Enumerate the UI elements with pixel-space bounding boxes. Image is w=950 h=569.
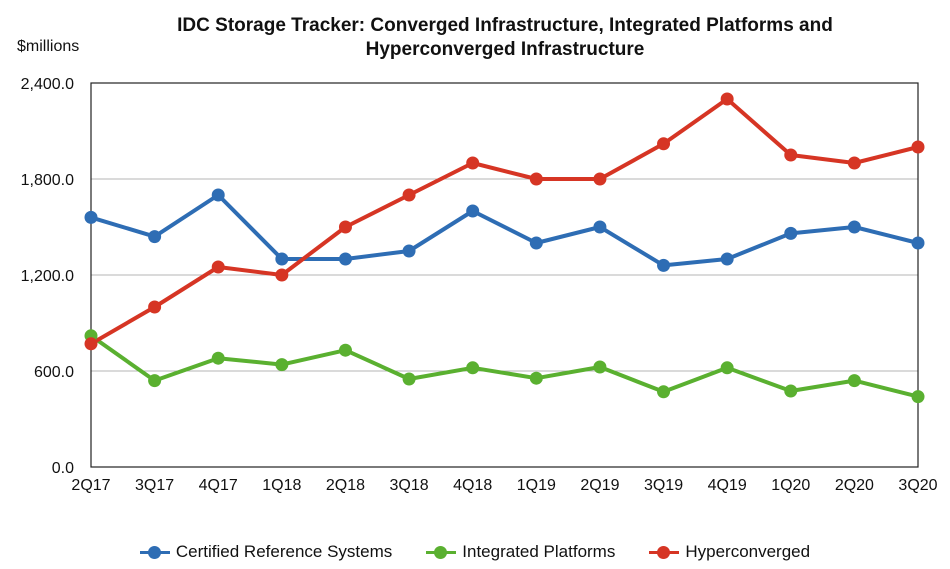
series-line <box>89 193 920 268</box>
x-tick-label: 2Q20 <box>835 477 874 494</box>
data-point <box>338 252 352 266</box>
x-tick-label: 4Q18 <box>453 477 492 494</box>
legend-label: Certified Reference Systems <box>175 542 393 561</box>
x-tick-label: 1Q20 <box>771 477 810 494</box>
data-point <box>211 260 225 274</box>
x-tick-label: 2Q18 <box>326 477 365 494</box>
data-point <box>148 230 162 244</box>
x-tick-label: 1Q18 <box>262 477 301 494</box>
data-point <box>211 351 225 365</box>
x-tick-label: 4Q17 <box>199 477 238 494</box>
data-point <box>148 374 162 388</box>
data-point <box>275 252 289 266</box>
data-point <box>529 236 543 250</box>
data-point <box>847 220 861 234</box>
data-point <box>784 226 798 240</box>
data-point <box>593 172 607 186</box>
x-tick-label: 3Q17 <box>135 477 174 494</box>
legend-marker <box>434 546 448 559</box>
data-point <box>720 92 734 106</box>
y-tick-label: 1,800.0 <box>21 172 74 189</box>
x-tick-label: 3Q20 <box>898 477 937 494</box>
data-point <box>911 140 925 154</box>
data-point <box>84 337 98 351</box>
legend-marker <box>147 546 161 559</box>
data-point <box>593 220 607 234</box>
legend-marker <box>657 546 671 559</box>
y-tick-label: 0.0 <box>52 460 74 477</box>
data-point <box>275 358 289 372</box>
data-point <box>720 252 734 266</box>
y-tick-label: 600.0 <box>34 364 74 381</box>
data-point <box>466 156 480 170</box>
data-point <box>720 361 734 375</box>
data-point <box>657 137 671 151</box>
data-point <box>847 374 861 388</box>
data-point <box>84 210 98 224</box>
data-point <box>529 371 543 385</box>
data-point <box>338 220 352 234</box>
x-tick-label: 1Q19 <box>517 477 556 494</box>
x-tick-label: 3Q19 <box>644 477 683 494</box>
data-point <box>784 148 798 162</box>
data-point <box>911 390 925 404</box>
data-point <box>402 244 416 258</box>
x-tick-label: 2Q19 <box>580 477 619 494</box>
legend-item: Integrated Platforms <box>426 542 615 562</box>
legend-swatch <box>649 545 680 559</box>
series-line <box>89 333 920 399</box>
y-axis-label: $millions <box>17 38 80 55</box>
data-point <box>657 385 671 399</box>
legend-swatch <box>139 545 170 559</box>
legend-item: Hyperconverged <box>649 542 810 562</box>
data-point <box>911 236 925 250</box>
data-point <box>847 156 861 170</box>
data-point <box>211 188 225 202</box>
data-point <box>529 172 543 186</box>
data-point <box>657 258 671 272</box>
legend-label: Hyperconverged <box>685 542 811 561</box>
data-point <box>148 300 162 314</box>
legend-swatch <box>426 545 457 559</box>
data-point <box>338 343 352 357</box>
chart-title: IDC Storage Tracker: Converged Infrastru… <box>90 14 920 62</box>
chart-title-line-2: Hyperconverged Infrastructure <box>365 39 645 60</box>
x-tick-label: 2Q17 <box>71 477 110 494</box>
legend-item: Certified Reference Systems <box>139 542 393 562</box>
data-point <box>402 372 416 386</box>
y-tick-label: 1,200.0 <box>21 268 74 285</box>
data-point <box>593 360 607 374</box>
data-point <box>275 268 289 282</box>
x-tick-label: 4Q19 <box>708 477 747 494</box>
chart-title-line-1: IDC Storage Tracker: Converged Infrastru… <box>177 15 833 36</box>
data-point <box>466 204 480 218</box>
legend-label: Integrated Platforms <box>462 542 616 561</box>
series-line <box>89 97 920 346</box>
data-point <box>784 384 798 398</box>
data-point <box>466 361 480 375</box>
legend: Certified Reference Systems Integrated Pl… <box>0 542 950 562</box>
data-point <box>402 188 416 202</box>
plot-frame <box>90 82 919 468</box>
y-tick-label: 2,400.0 <box>21 76 74 93</box>
x-tick-label: 3Q18 <box>390 477 429 494</box>
